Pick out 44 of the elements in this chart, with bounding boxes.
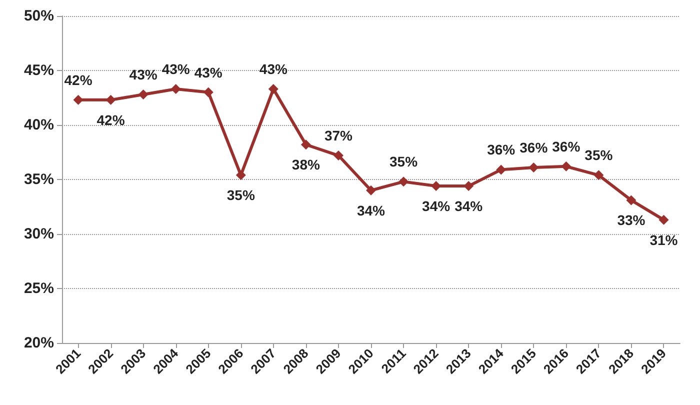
data-label: 43% [162, 61, 190, 78]
point [658, 214, 669, 225]
point [594, 170, 604, 180]
point [138, 89, 148, 100]
point [73, 94, 84, 105]
y-tick-label: 40% [24, 116, 54, 134]
y-tick-label: 20% [24, 334, 54, 352]
point [398, 176, 409, 187]
data-label: 31% [650, 232, 678, 248]
y-tick-label: 30% [24, 226, 54, 242]
point [236, 170, 246, 180]
point [528, 162, 539, 173]
data-label: 35% [226, 187, 256, 204]
y-tick-label: 50% [24, 8, 54, 24]
data-label: 36% [487, 142, 516, 158]
data-label: 35% [584, 147, 614, 164]
point [170, 84, 181, 94]
point [496, 164, 506, 175]
y-tick-label: 45% [24, 62, 54, 79]
data-label: 36% [520, 140, 548, 156]
data-label: 43% [129, 66, 158, 82]
data-label: 34% [356, 202, 386, 218]
point [106, 94, 116, 105]
data-label: 43% [194, 64, 223, 80]
y-tick-label: 25% [24, 280, 54, 297]
data-label: 38% [292, 156, 321, 173]
data-label: 34% [454, 198, 484, 214]
y-tick-label: 35% [24, 171, 54, 188]
point [366, 185, 376, 196]
data-label: 42% [64, 72, 93, 88]
point [333, 150, 344, 161]
data-label: 35% [390, 154, 418, 170]
point [464, 181, 474, 192]
point [626, 195, 636, 206]
data-label: 37% [324, 128, 354, 144]
point [268, 84, 278, 94]
data-label: 36% [552, 138, 581, 154]
data-label: 33% [617, 212, 646, 228]
point [300, 140, 311, 150]
point [561, 161, 572, 172]
data-label: 42% [96, 112, 126, 128]
data-label: 43% [259, 61, 288, 78]
point [203, 87, 214, 98]
data-label: 34% [422, 198, 451, 214]
